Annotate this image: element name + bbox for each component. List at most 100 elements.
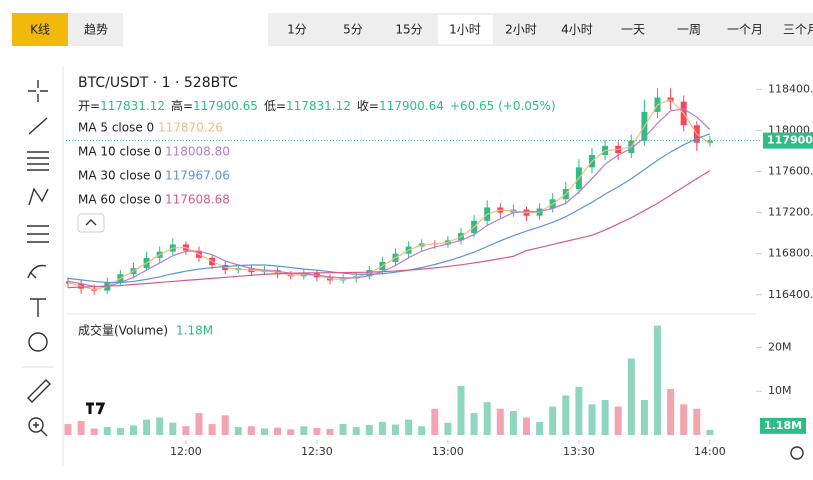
interval-tab[interactable]: 4小时 (561, 23, 593, 37)
volume-bar (287, 429, 295, 435)
volume-bar (509, 410, 517, 435)
volume-bar (64, 424, 72, 435)
volume-bar (654, 325, 661, 435)
volume-bar (575, 386, 583, 435)
tab[interactable]: K线 (30, 23, 50, 37)
volume-bar (680, 404, 688, 435)
x-tick-label: 14:00 (694, 445, 726, 458)
volume-bar (562, 395, 570, 435)
volume-bar (418, 426, 426, 435)
ma-name: MA 60 close 0 (78, 193, 162, 207)
volume-bar (523, 417, 530, 435)
v: 117831.12 (286, 99, 351, 113)
v: 117900.64 (379, 99, 444, 113)
y-tick-label: 116800.00 (768, 247, 813, 260)
interval-tab[interactable]: 一天 (621, 23, 645, 37)
kline-tab-bg[interactable] (12, 13, 68, 46)
x-tick-label: 13:00 (432, 445, 464, 458)
volume-bar (182, 426, 190, 435)
ma-line (67, 108, 711, 288)
last-price-label: 117900.64 (767, 134, 813, 147)
volume-bar (693, 408, 701, 435)
interval-bar (268, 13, 813, 46)
volume-bar (143, 419, 151, 435)
tab[interactable]: 趋势 (84, 23, 108, 37)
volume-bar (130, 425, 137, 435)
volume-bar (352, 427, 360, 435)
k: 高= (171, 98, 193, 113)
volume-bar (116, 427, 124, 435)
zoom-tool[interactable] (28, 417, 44, 433)
volume-bar (90, 428, 98, 435)
interval-tab[interactable]: 三个月 (783, 23, 813, 37)
volume-tag (760, 417, 806, 434)
volume-bar (536, 421, 544, 435)
k: 收= (357, 99, 379, 113)
volume-bar (339, 424, 347, 435)
ma-line (67, 98, 711, 291)
interval-tab[interactable]: 1分 (287, 23, 307, 37)
y-tick-label: 116400.00 (768, 288, 813, 301)
volume-value: 1.18M (176, 324, 213, 338)
settings[interactable] (790, 446, 804, 460)
k: 低= (264, 99, 286, 113)
interval-tab[interactable]: 2小时 (505, 23, 537, 37)
text-tool[interactable] (30, 298, 46, 317)
x-tick-label: 12:30 (301, 445, 333, 458)
symbol: BTC/USDT · 1 · 528BTC (78, 75, 238, 91)
volume-bar (549, 406, 557, 435)
y-tick-label: 117200.00 (768, 206, 813, 219)
y-tick-label: 117600.00 (768, 165, 813, 178)
fib-tool[interactable] (27, 151, 49, 171)
trend-tab-bg[interactable] (68, 13, 123, 46)
volume-bar (444, 422, 452, 435)
volume-bar (156, 417, 164, 435)
volume-bar (627, 358, 635, 435)
interval-tab[interactable]: 一个月 (727, 23, 763, 37)
volume-bar (588, 404, 596, 435)
y-tick-label: 10M (768, 384, 792, 397)
volume-bar (470, 413, 478, 435)
volume-bar (431, 408, 439, 435)
ma-name: MA 5 close 0 (78, 121, 154, 135)
volume-bar (274, 427, 282, 435)
tv-logo (86, 402, 106, 415)
line-tool[interactable] (28, 117, 48, 135)
y-tick-label: 118400.00 (768, 82, 813, 95)
volume-bar (706, 429, 714, 435)
volume-bar (169, 422, 177, 435)
ruler-tool[interactable] (27, 379, 51, 403)
v: 117900.65 (193, 99, 258, 113)
toolbar (22, 80, 54, 437)
volume-bar (326, 428, 334, 435)
interval-tab[interactable]: 1小时 (449, 23, 481, 37)
x-tick-label: 12:00 (170, 445, 202, 458)
interval-selected (438, 15, 493, 44)
emoji-tool[interactable] (28, 332, 48, 352)
volume-bar (392, 424, 399, 435)
interval-tab[interactable]: 一周 (677, 23, 701, 37)
volume-bar (208, 424, 216, 435)
cross-tool[interactable] (28, 80, 48, 102)
volume-bar (405, 419, 413, 435)
volume-bar (483, 402, 491, 435)
ma-value: 117967.06 (165, 169, 230, 183)
chevron (85, 219, 97, 226)
measure-tool[interactable] (27, 225, 49, 243)
volume-bar (640, 399, 648, 435)
interval-tab[interactable]: 5分 (343, 23, 363, 37)
ma-value: 118008.80 (165, 145, 230, 159)
v: 117831.12 (100, 99, 165, 113)
brush-tool[interactable] (27, 264, 47, 279)
ohlc: 开=117831.12 高=117900.65 低=117831.12 收=11790… (78, 98, 556, 113)
volume-bar (234, 427, 242, 435)
zoom-plus (33, 422, 48, 437)
pattern-tool[interactable] (28, 187, 49, 206)
interval-tab[interactable]: 15分 (395, 23, 422, 37)
collapse-button[interactable] (77, 213, 105, 233)
volume-bar (77, 420, 85, 435)
volume-bar (614, 406, 622, 435)
volume-bar (221, 415, 229, 435)
ma-line (67, 133, 711, 284)
